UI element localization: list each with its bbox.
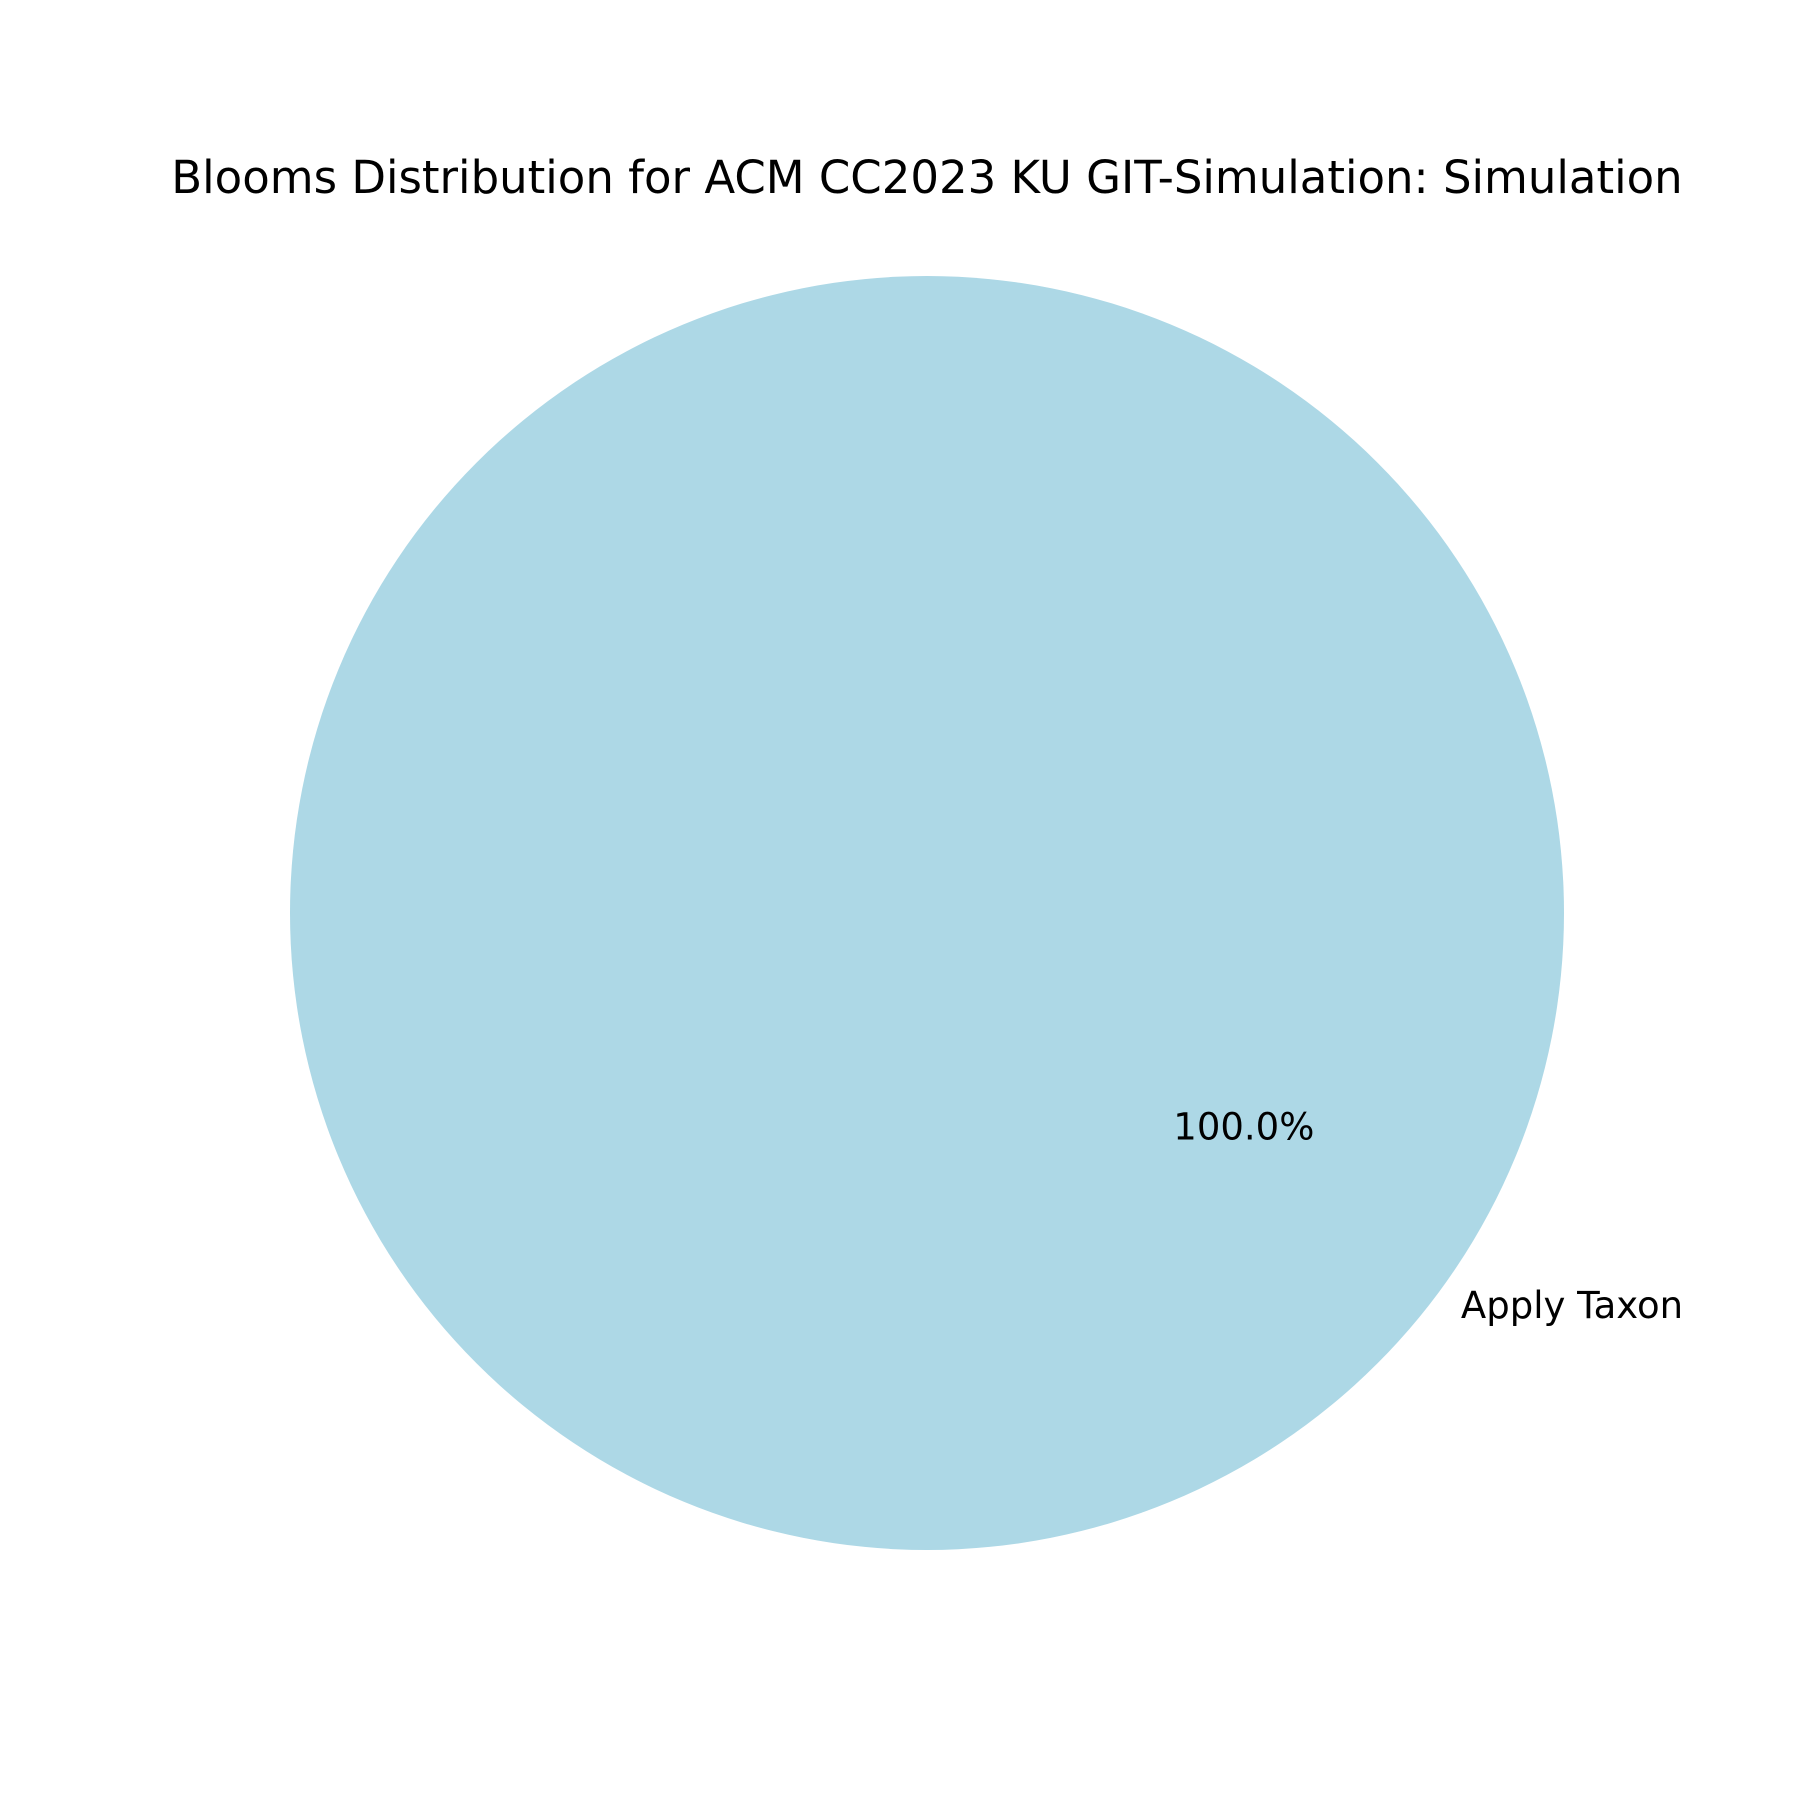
pie-slice-percent-label: 100.0% xyxy=(1173,1106,1314,1149)
pie-slices xyxy=(290,276,1564,1550)
pie-slice-category-label: Apply Taxon xyxy=(1461,1284,1683,1327)
pie-slice-0 xyxy=(290,276,1564,1550)
chart-title: Blooms Distribution for ACM CC2023 KU GI… xyxy=(171,151,1682,204)
pie-slice-labels: 100.0% Apply Taxon xyxy=(1173,1106,1683,1327)
